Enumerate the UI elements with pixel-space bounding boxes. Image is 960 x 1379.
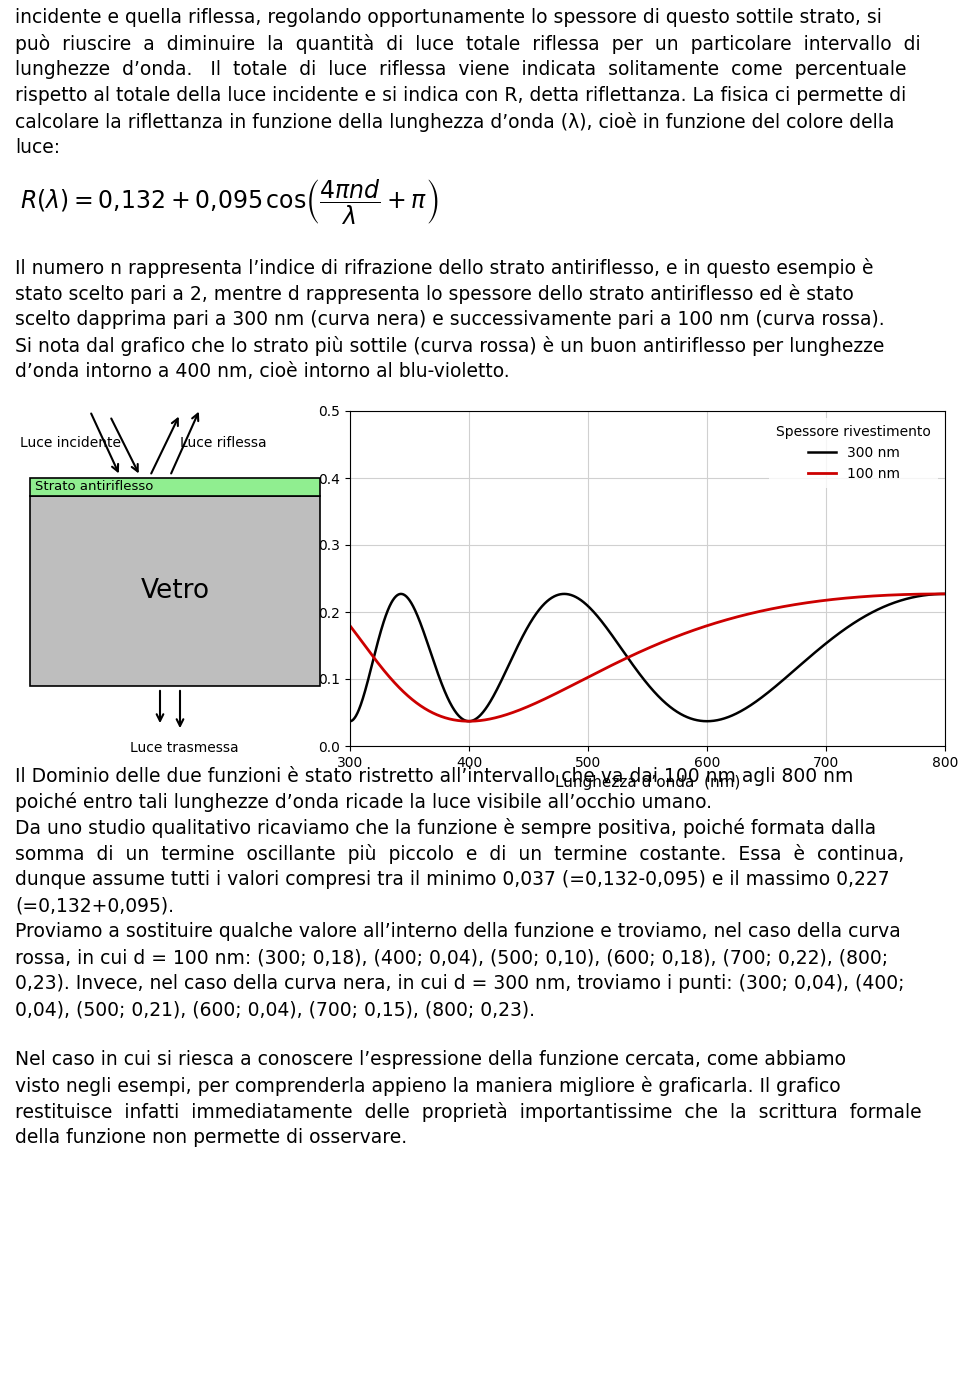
300 nm <box>634 665 645 681</box>
Text: Nel caso in cui si riesca a conoscere l’espressione della funzione cercata, come: Nel caso in cui si riesca a conoscere l’… <box>15 1049 846 1069</box>
Text: Il numero n rappresenta l’indice di rifrazione dello strato antiriflesso, e in q: Il numero n rappresenta l’indice di rifr… <box>15 258 874 279</box>
Text: luce:: luce: <box>15 138 60 157</box>
Text: restituisce  infatti  immediatamente  delle  proprietà  importantissime  che  la: restituisce infatti immediatamente delle… <box>15 1102 922 1123</box>
100 nm <box>813 593 825 610</box>
300 nm <box>922 586 933 603</box>
Text: poiché entro tali lunghezze d’onda ricade la luce visibile all’occhio umano.: poiché entro tali lunghezze d’onda ricad… <box>15 792 712 812</box>
300 nm <box>374 625 386 641</box>
Text: Luce trasmessa: Luce trasmessa <box>130 741 239 754</box>
Line: 300 nm: 300 nm <box>350 594 945 721</box>
Text: 0,04), (500; 0,21), (600; 0,04), (700; 0,15), (800; 0,23).: 0,04), (500; 0,21), (600; 0,04), (700; 0… <box>15 1000 535 1019</box>
Text: visto negli esempi, per comprenderla appieno la maniera migliore è graficarla. I: visto negli esempi, per comprenderla app… <box>15 1076 841 1096</box>
Line: 100 nm: 100 nm <box>350 594 945 721</box>
Text: lunghezze  d’onda.   Il  totale  di  luce  riflessa  viene  indicata  solitament: lunghezze d’onda. Il totale di luce rifl… <box>15 61 906 79</box>
Text: Si nota dal grafico che lo strato più sottile (curva rossa) è un buon antirifles: Si nota dal grafico che lo strato più so… <box>15 336 884 356</box>
100 nm <box>922 586 933 603</box>
100 nm <box>923 586 934 603</box>
Text: somma  di  un  termine  oscillante  più  piccolo  e  di  un  termine  costante. : somma di un termine oscillante più picco… <box>15 844 904 865</box>
Text: Luce incidente: Luce incidente <box>20 436 121 450</box>
Text: incidente e quella riflessa, regolando opportunamente lo spessore di questo sott: incidente e quella riflessa, regolando o… <box>15 8 882 28</box>
Text: $R(\lambda) = 0{,}132 + 0{,}095\,\cos\!\left(\dfrac{4\pi nd}{\lambda} + \pi\righ: $R(\lambda) = 0{,}132 + 0{,}095\,\cos\!\… <box>20 178 439 228</box>
100 nm <box>634 644 645 661</box>
300 nm <box>345 713 356 729</box>
Text: Da uno studio qualitativo ricaviamo che la funzione è sempre positiva, poiché fo: Da uno studio qualitativo ricaviamo che … <box>15 818 876 838</box>
Text: rossa, in cui d = 100 nm: (300; 0,18), (400; 0,04), (500; 0,10), (600; 0,18), (7: rossa, in cui d = 100 nm: (300; 0,18), (… <box>15 947 888 967</box>
300 nm <box>939 586 950 603</box>
Y-axis label: Riflettanza: Riflettanza <box>300 538 316 619</box>
300 nm <box>813 641 825 658</box>
300 nm <box>922 586 933 603</box>
100 nm <box>345 618 356 634</box>
100 nm <box>618 651 630 667</box>
Text: calcolare la riflettanza in funzione della lunghezza d’onda (λ), cioè in funzion: calcolare la riflettanza in funzione del… <box>15 112 895 132</box>
Text: può  riuscire  a  diminuire  la  quantità  di  luce  totale  riflessa  per  un  : può riuscire a diminuire la quantità di … <box>15 34 921 54</box>
Text: d’onda intorno a 400 nm, cioè intorno al blu-violetto.: d’onda intorno a 400 nm, cioè intorno al… <box>15 363 510 381</box>
X-axis label: Lunghezza d’onda  (nm): Lunghezza d’onda (nm) <box>555 775 740 790</box>
Text: dunque assume tutti i valori compresi tra il minimo 0,037 (=0,132-0,095) e il ma: dunque assume tutti i valori compresi tr… <box>15 870 890 889</box>
Text: Luce riflessa: Luce riflessa <box>180 436 267 450</box>
Text: della funzione non permette di osservare.: della funzione non permette di osservare… <box>15 1128 407 1147</box>
Text: stato scelto pari a 2, mentre d rappresenta lo spessore dello strato antirifless: stato scelto pari a 2, mentre d rapprese… <box>15 284 853 303</box>
Bar <box>30 479 320 496</box>
Text: Strato antiriflesso: Strato antiriflesso <box>35 480 154 494</box>
Bar <box>30 496 320 685</box>
Legend: 300 nm, 100 nm: 300 nm, 100 nm <box>769 418 938 488</box>
300 nm <box>618 644 630 661</box>
Text: rispetto al totale della luce incidente e si indica con R, detta riflettanza. La: rispetto al totale della luce incidente … <box>15 85 906 105</box>
Text: Vetro: Vetro <box>140 578 209 604</box>
Text: Proviamo a sostituire qualche valore all’interno della funzione e troviamo, nel : Proviamo a sostituire qualche valore all… <box>15 923 900 940</box>
100 nm <box>464 713 475 729</box>
Text: 0,23). Invece, nel caso della curva nera, in cui d = 300 nm, troviamo i punti: (: 0,23). Invece, nel caso della curva nera… <box>15 974 904 993</box>
Text: scelto dapprima pari a 300 nm (curva nera) e successivamente pari a 100 nm (curv: scelto dapprima pari a 300 nm (curva ner… <box>15 310 884 330</box>
100 nm <box>939 586 950 603</box>
Text: Il Dominio delle due funzioni è stato ristretto all’intervallo che va dai 100 nm: Il Dominio delle due funzioni è stato ri… <box>15 765 853 786</box>
Text: (=0,132+0,095).: (=0,132+0,095). <box>15 896 174 916</box>
100 nm <box>374 658 386 674</box>
